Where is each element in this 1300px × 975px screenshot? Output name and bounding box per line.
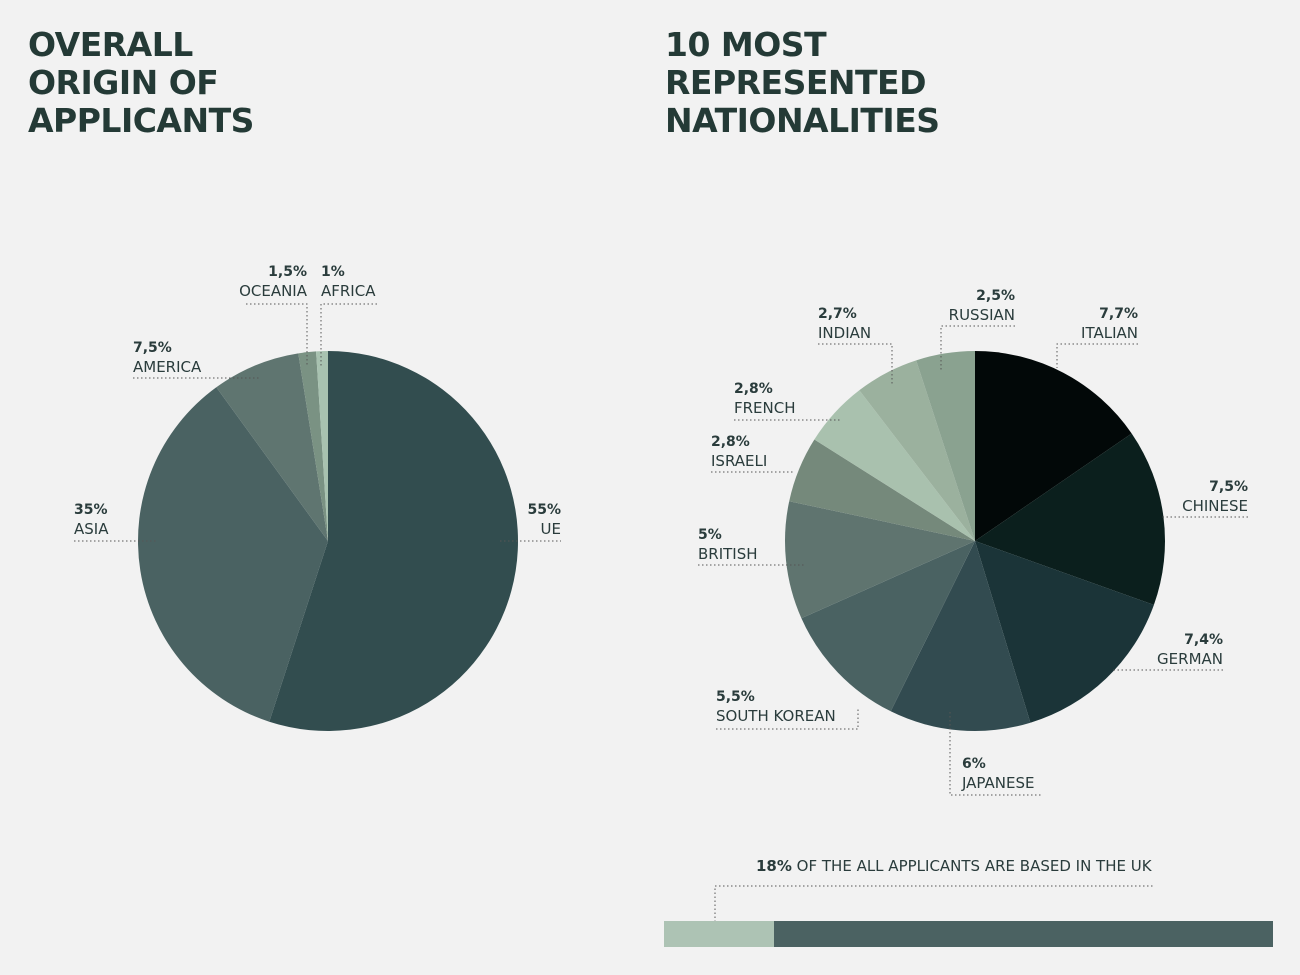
pie-slice-oceania	[298, 351, 328, 541]
uk-note: 18% OF THE ALL APPLICANTS ARE BASED IN T…	[756, 857, 1152, 875]
pie-slice-japanese	[890, 541, 1031, 731]
leader-line-oceania	[246, 303, 308, 366]
pie-slice-asia	[138, 387, 328, 722]
pie-slice-russian	[916, 351, 975, 541]
slice-label-israeli: ISRAELI	[711, 452, 767, 470]
slice-label-ue: UE	[541, 520, 561, 538]
title-line: REPRESENTED	[665, 63, 926, 102]
title-line: APPLICANTS	[28, 101, 254, 140]
pie-slice-british	[784, 501, 975, 619]
title-line: NATIONALITIES	[665, 101, 940, 140]
slice-label-chinese: CHINESE	[1182, 497, 1248, 515]
pie-slice-south-korean	[801, 541, 975, 712]
slice-label-oceania: OCEANIA	[239, 282, 308, 300]
leader-line-russian	[940, 325, 1015, 370]
slice-pct-indian: 2,7%	[818, 306, 857, 322]
uk-note-leader-line	[714, 885, 1153, 934]
pie-slice-america	[216, 353, 328, 541]
uk-share-bar-uk-segment	[664, 921, 774, 947]
title-line: OVERALL	[28, 25, 193, 64]
uk-note-text: OF THE ALL APPLICANTS ARE BASED IN THE U…	[791, 857, 1152, 875]
pie-slice-israeli	[789, 439, 975, 541]
pie-slice-french	[814, 390, 975, 541]
slice-pct-german: 7,4%	[1184, 632, 1223, 648]
pie-slice-italian	[975, 351, 1132, 541]
slice-pct-japanese: 6%	[962, 756, 986, 772]
pie-slice-ue	[269, 350, 519, 732]
slice-label-italian: ITALIAN	[1081, 324, 1138, 342]
pie-slice-indian	[859, 360, 975, 541]
slice-pct-africa: 1%	[321, 264, 345, 280]
title-overall-origin: OVERALL ORIGIN OF APPLICANTS	[28, 26, 254, 140]
slice-label-africa: AFRICA	[321, 282, 376, 300]
slice-pct-italian: 7,7%	[1099, 306, 1138, 322]
leader-line-africa	[320, 303, 377, 366]
slice-label-japanese: JAPANESE	[961, 774, 1034, 792]
slice-label-america: AMERICA	[133, 358, 202, 376]
slice-pct-russian: 2,5%	[976, 288, 1015, 304]
slice-pct-south-korean: 5,5%	[716, 689, 755, 705]
slice-pct-chinese: 7,5%	[1209, 479, 1248, 495]
slice-pct-oceania: 1,5%	[268, 264, 307, 280]
slice-label-asia: ASIA	[74, 520, 109, 538]
uk-note-pct: 18%	[756, 857, 792, 875]
slice-pct-ue: 55%	[527, 502, 561, 518]
title-top-nationalities: 10 MOST REPRESENTED NATIONALITIES	[665, 26, 940, 140]
leader-line-italian	[1056, 343, 1138, 368]
slice-pct-french: 2,8%	[734, 381, 773, 397]
uk-share-bar-rest-segment	[773, 921, 1273, 947]
uk-share-bar	[664, 921, 1273, 947]
slice-pct-british: 5%	[698, 527, 722, 543]
slice-label-south-korean: SOUTH KOREAN	[716, 707, 836, 725]
leader-line-indian	[818, 343, 893, 386]
pie-slice-chinese	[975, 433, 1165, 605]
title-line: 10 MOST	[665, 25, 827, 64]
slice-pct-asia: 35%	[74, 502, 108, 518]
slice-label-german: GERMAN	[1157, 650, 1223, 668]
slice-label-indian: INDIAN	[818, 324, 871, 342]
title-line: ORIGIN OF	[28, 63, 219, 102]
slice-label-french: FRENCH	[734, 399, 796, 417]
slice-pct-israeli: 2,8%	[711, 434, 750, 450]
slice-label-russian: RUSSIAN	[949, 306, 1015, 324]
leader-line-south-korean	[716, 708, 859, 730]
slice-pct-america: 7,5%	[133, 340, 172, 356]
pie-slice-africa	[316, 350, 328, 541]
slice-label-british: BRITISH	[698, 545, 758, 563]
pie-slice-german	[975, 541, 1154, 723]
